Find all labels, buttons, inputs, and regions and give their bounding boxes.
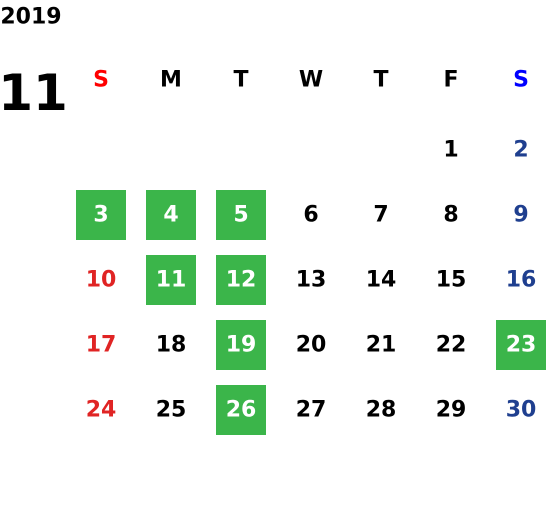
weekday-label: T [233,68,248,93]
day: 22 [436,333,467,358]
day: 2 [513,138,528,163]
day: 17 [86,333,117,358]
day: 5 [233,203,248,228]
highlight-box [496,320,546,370]
weekday-label: W [299,68,323,93]
day: 25 [156,398,187,423]
highlight-box [216,255,266,305]
day: 13 [296,268,327,293]
weekday-label: S [513,68,529,93]
day: 9 [513,203,528,228]
highlight-box [146,190,196,240]
day: 19 [226,333,257,358]
day: 12 [226,268,257,293]
day: 20 [296,333,327,358]
day: 15 [436,268,467,293]
day: 16 [506,268,537,293]
day: 6 [303,203,318,228]
day: 26 [226,398,257,423]
highlight-box [216,385,266,435]
day: 8 [443,203,458,228]
highlight-box [146,255,196,305]
day: 30 [506,398,537,423]
day: 29 [436,398,467,423]
day: 1 [443,138,458,163]
day: 3 [93,203,108,228]
day: 10 [86,268,117,293]
highlight-box [216,320,266,370]
day: 7 [373,203,388,228]
day: 23 [506,333,537,358]
day: 24 [86,398,117,423]
day: 14 [366,268,397,293]
year: 2019 [0,5,61,30]
weekday-label: M [160,68,182,93]
day: 11 [156,268,187,293]
highlight-box [76,190,126,240]
weekday-label: T [373,68,388,93]
month: 11 [0,64,68,122]
highlight-box [216,190,266,240]
weekday-label: F [443,68,458,93]
day: 18 [156,333,187,358]
day: 27 [296,398,327,423]
weekday-label: S [93,68,109,93]
day: 28 [366,398,397,423]
day: 4 [163,203,178,228]
day: 21 [366,333,397,358]
